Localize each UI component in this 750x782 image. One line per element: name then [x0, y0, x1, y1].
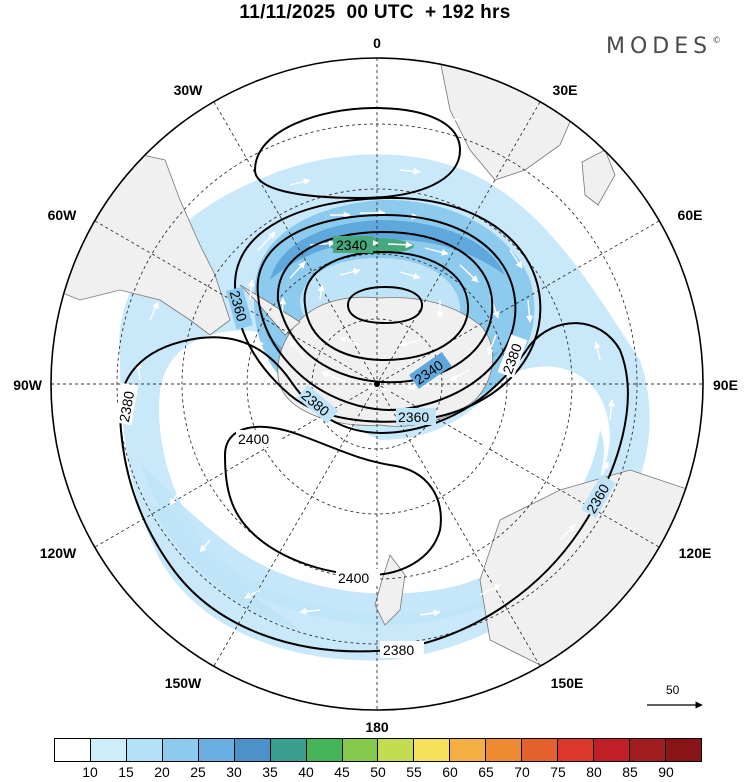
colorbar-cell	[378, 739, 415, 761]
contour-2360	[256, 213, 517, 411]
colorbar-cell	[414, 739, 451, 761]
contour-2380-inner	[233, 196, 542, 423]
colorbar-label: 20	[154, 764, 170, 780]
land-madagascar	[581, 149, 616, 206]
wind-vectors	[135, 92, 615, 617]
colorbar-label: 65	[478, 764, 494, 780]
colorbar-cell	[342, 739, 379, 761]
colorbar-label: 25	[190, 764, 206, 780]
colorbar-label: 75	[550, 764, 566, 780]
colorbar-label: 30	[226, 764, 242, 780]
contour-label: 2400	[238, 431, 269, 447]
lon-label-90e: 90E	[713, 377, 738, 393]
colorbar-cell	[665, 739, 701, 761]
colorbar-cell	[630, 739, 666, 761]
land-africa	[439, 59, 576, 181]
colorbar-cell	[450, 739, 487, 761]
contour-label: 2400	[338, 570, 369, 586]
shade-south-pacific	[150, 505, 300, 630]
lon-label-0: 0	[373, 35, 381, 51]
colorbar-label: 15	[118, 764, 134, 780]
contour-label: 2340	[336, 237, 367, 253]
contour-2380-outer	[118, 322, 629, 653]
colorbar-cell	[306, 739, 343, 761]
land-antarctica	[277, 296, 494, 427]
brand-logo: MODES©	[606, 34, 721, 59]
colorbar-cell	[234, 739, 271, 761]
map-title: 11/11/2025 00 UTC + 192 hrs	[239, 2, 511, 23]
colorbar-label: 35	[262, 764, 278, 780]
contour-2400	[223, 425, 442, 577]
lon-label-150w: 150W	[165, 675, 202, 691]
land-new-zealand	[374, 554, 406, 626]
colorbar-cell	[558, 739, 595, 761]
contour-2340-inner	[303, 250, 470, 362]
lon-label-120e: 120E	[679, 545, 712, 561]
lon-label-60w: 60W	[48, 207, 78, 223]
colorbar-label: 85	[622, 764, 638, 780]
copyright-mark: ©	[712, 36, 722, 46]
contour-upper-closed	[253, 106, 462, 200]
colorbar-label: 70	[514, 764, 530, 780]
colorbar-label: 50	[370, 764, 386, 780]
colorbar-cell	[126, 739, 163, 761]
colorbar-cell	[162, 739, 199, 761]
colorbar-cell	[486, 739, 523, 761]
reference-vector-label: 50	[666, 683, 680, 697]
lon-label-30e: 30E	[553, 82, 578, 98]
colorbar-cell	[55, 739, 91, 761]
colorbar-label: 90	[658, 764, 674, 780]
colorbar	[54, 738, 702, 762]
colorbar-label: 45	[334, 764, 350, 780]
lon-label-150e: 150E	[551, 675, 584, 691]
south-pole-marker	[374, 381, 380, 387]
colorbar-cell	[594, 739, 630, 761]
colorbar-label: 55	[406, 764, 422, 780]
colorbar-cell	[522, 739, 559, 761]
lon-label-90w: 90W	[13, 377, 43, 393]
map-border	[50, 57, 704, 711]
contour-label: 2380	[116, 390, 137, 424]
colorbar-cell	[198, 739, 235, 761]
contour-low-center	[346, 285, 424, 325]
contour-labels: 2340 2340 2360 2360 2360 2380 2380 2380 …	[114, 236, 616, 658]
lon-label-30w: 30W	[174, 82, 204, 98]
colorbar-label: 10	[82, 764, 98, 780]
colorbar-labels: 10 15 20 25 30 35 40 45 50 55 60 65 70 75 80 85 90	[54, 764, 702, 782]
brand-name: MODES	[606, 34, 713, 59]
contour-label: 2360	[227, 289, 251, 323]
lon-label-180: 180	[365, 719, 389, 735]
shade-jet-core	[270, 220, 505, 280]
contour-label: 2380	[383, 642, 414, 658]
lon-label-60e: 60E	[678, 207, 703, 223]
colorbar-label: 60	[442, 764, 458, 780]
contour-label: 2360	[398, 409, 429, 425]
lon-label-120w: 120W	[40, 545, 77, 561]
colorbar-cell	[90, 739, 127, 761]
longitude-labels: 0 30E 60E 90E 120E 150E 180 150W 120W 90…	[13, 35, 738, 735]
colorbar-label: 80	[586, 764, 602, 780]
colorbar-label: 40	[298, 764, 314, 780]
colorbar-cell	[270, 739, 307, 761]
